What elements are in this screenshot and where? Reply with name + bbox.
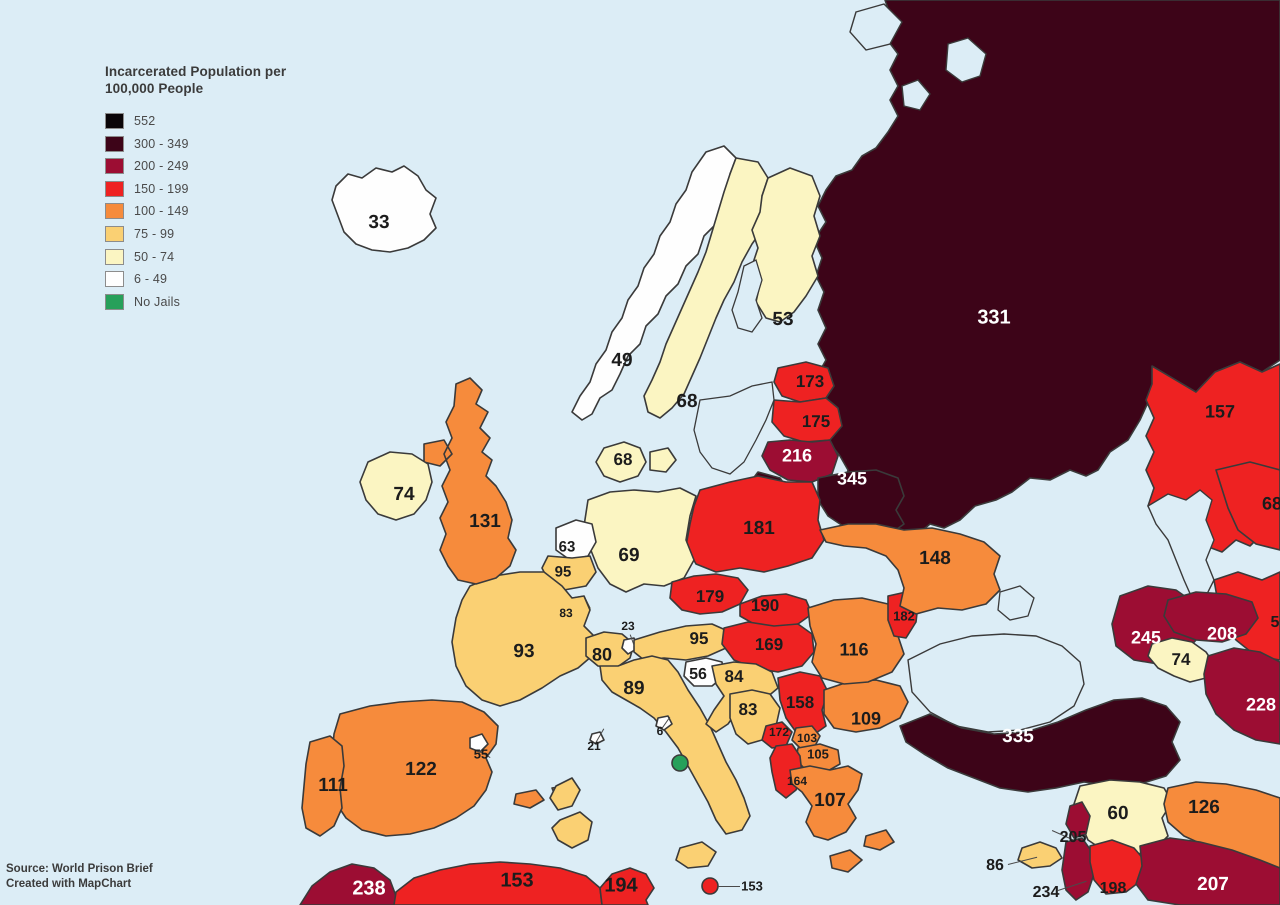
region-serbia bbox=[777, 671, 829, 737]
region-andorra bbox=[469, 733, 489, 753]
sea-of-azov bbox=[997, 585, 1035, 621]
region-belarus bbox=[817, 469, 905, 537]
region-uzbekistan bbox=[1215, 461, 1280, 551]
legend-label-2: 200 - 249 bbox=[134, 159, 189, 174]
legend-row-6[interactable]: 50 - 74 bbox=[105, 245, 286, 268]
region-azerbaijan bbox=[1203, 647, 1280, 745]
region-denmark bbox=[595, 441, 677, 483]
region-vatican-city bbox=[671, 754, 689, 772]
region-lithuania bbox=[761, 439, 839, 483]
gulf-of-bothnia-top bbox=[849, 3, 903, 51]
legend-label-1: 300 - 349 bbox=[134, 136, 189, 151]
legend-swatch-4 bbox=[105, 203, 124, 220]
source-credit: Source: World Prison Brief Created with … bbox=[6, 862, 153, 893]
white-sea bbox=[945, 37, 987, 83]
legend-label-3: 150 - 199 bbox=[134, 181, 189, 196]
caspian-sea bbox=[1147, 489, 1215, 601]
legend-swatch-2 bbox=[105, 158, 124, 175]
barents-inlet bbox=[901, 79, 931, 111]
legend-swatch-3 bbox=[105, 180, 124, 197]
legend-items: 552 300 - 349 200 - 249 150 - 199 100 - 149 7… bbox=[105, 110, 286, 313]
legend-row-5[interactable]: 75 - 99 bbox=[105, 223, 286, 246]
region-romania bbox=[807, 597, 905, 685]
legend-label-5: 75 - 99 bbox=[134, 227, 175, 242]
region-netherlands bbox=[555, 519, 597, 561]
region-portugal bbox=[301, 735, 345, 837]
legend-swatch-5 bbox=[105, 226, 124, 243]
legend-row-3[interactable]: 150 - 199 bbox=[105, 178, 286, 201]
legend-label-0: 552 bbox=[134, 114, 156, 129]
legend-row-7[interactable]: 6 - 49 bbox=[105, 268, 286, 291]
region-ukraine bbox=[819, 523, 1001, 615]
region-lebanon bbox=[1065, 801, 1091, 839]
gulf-of-bothnia bbox=[731, 259, 763, 333]
legend-row-8[interactable]: No Jails bbox=[105, 291, 286, 314]
region-jordan bbox=[1135, 837, 1280, 905]
region-israel bbox=[1061, 837, 1095, 901]
region-palestine bbox=[1089, 839, 1147, 895]
legend-row-2[interactable]: 200 - 249 bbox=[105, 155, 286, 178]
legend-swatch-8 bbox=[105, 293, 124, 310]
legend-row-0[interactable]: 552 bbox=[105, 110, 286, 133]
legend-swatch-0 bbox=[105, 113, 124, 130]
region-france bbox=[451, 571, 597, 707]
legend-title-line2: 100,000 People bbox=[105, 80, 204, 96]
region-germany bbox=[583, 487, 697, 593]
legend-swatch-7 bbox=[105, 271, 124, 288]
legend-label-6: 50 - 74 bbox=[134, 249, 175, 264]
region-italy bbox=[549, 655, 751, 869]
legend-row-4[interactable]: 100 - 149 bbox=[105, 200, 286, 223]
region-greece bbox=[789, 765, 895, 873]
region-georgia bbox=[1163, 591, 1259, 643]
legend-row-1[interactable]: 300 - 349 bbox=[105, 132, 286, 155]
legend-label-8: No Jails bbox=[134, 294, 181, 309]
region-turkey bbox=[899, 697, 1181, 793]
legend-label-4: 100 - 149 bbox=[134, 204, 189, 219]
region-tunisia bbox=[599, 867, 655, 905]
region-slovakia bbox=[739, 593, 813, 629]
region-poland bbox=[685, 475, 825, 573]
legend-label-7: 6 - 49 bbox=[134, 272, 168, 287]
region-united-kingdom bbox=[423, 377, 517, 585]
legend-title-line1: Incarcerated Population per bbox=[105, 64, 287, 79]
region-malta bbox=[701, 877, 719, 895]
region-iceland bbox=[331, 165, 437, 253]
callout-line-malta bbox=[718, 886, 740, 888]
region-ireland bbox=[359, 451, 433, 521]
legend-title: Incarcerated Population per 100,000 Peop… bbox=[105, 64, 286, 98]
region-finland bbox=[751, 167, 821, 323]
legend: Incarcerated Population per 100,000 Peop… bbox=[105, 64, 286, 313]
baltic-sea bbox=[693, 381, 775, 475]
legend-swatch-6 bbox=[105, 248, 124, 265]
region-latvia bbox=[771, 397, 843, 443]
region-switzerland bbox=[585, 631, 635, 669]
region-hungary bbox=[721, 621, 815, 673]
source-line-2: Created with MapChart bbox=[6, 878, 132, 891]
legend-swatch-1 bbox=[105, 135, 124, 152]
region-estonia bbox=[773, 361, 835, 403]
source-line-1: Source: World Prison Brief bbox=[6, 862, 153, 875]
